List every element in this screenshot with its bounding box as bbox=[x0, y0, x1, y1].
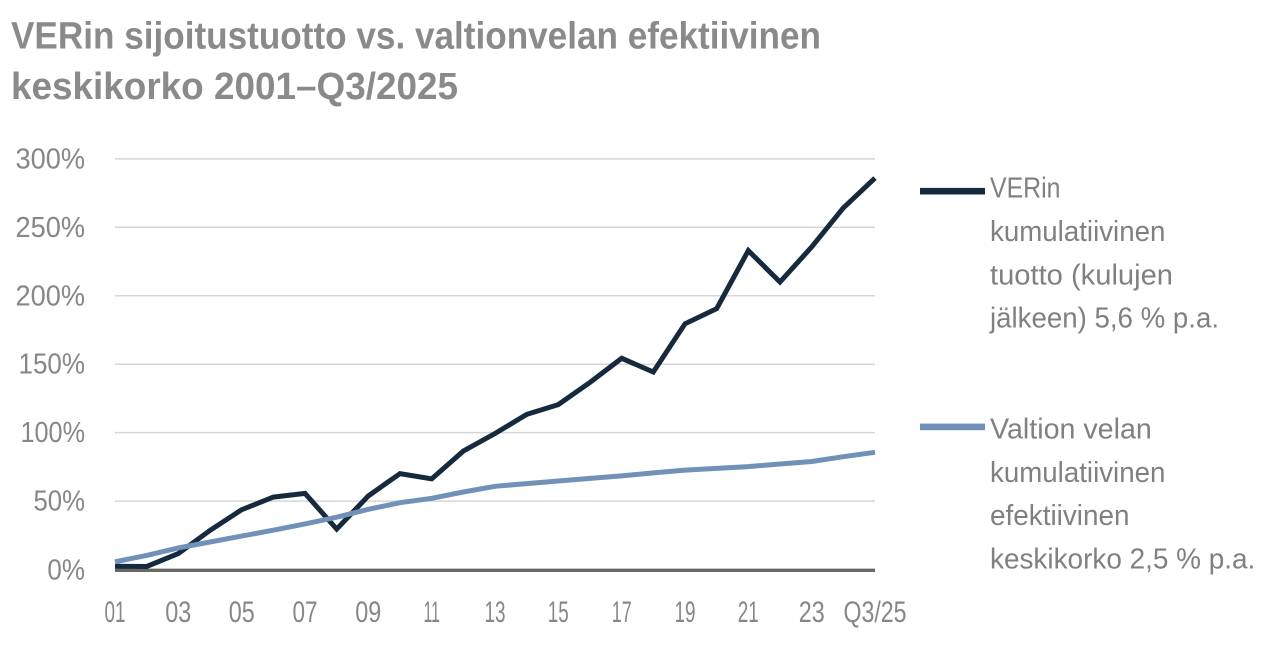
svg-text:Q3/25: Q3/25 bbox=[844, 596, 907, 629]
svg-text:150%: 150% bbox=[19, 349, 86, 381]
svg-text:50%: 50% bbox=[34, 486, 86, 518]
svg-text:kumulatiivinen: kumulatiivinen bbox=[990, 457, 1165, 489]
svg-text:300%: 300% bbox=[16, 143, 86, 175]
svg-text:23: 23 bbox=[799, 596, 825, 629]
svg-text:05: 05 bbox=[229, 596, 255, 629]
svg-text:250%: 250% bbox=[16, 212, 86, 244]
svg-text:Valtion velan: Valtion velan bbox=[990, 414, 1152, 446]
svg-text:17: 17 bbox=[612, 596, 632, 629]
svg-text:21: 21 bbox=[738, 596, 759, 629]
svg-text:VERin: VERin bbox=[990, 173, 1061, 205]
svg-text:09: 09 bbox=[355, 596, 381, 629]
svg-text:01: 01 bbox=[105, 596, 126, 629]
svg-text:jälkeen) 5,6 % p.a.: jälkeen) 5,6 % p.a. bbox=[989, 303, 1219, 335]
svg-text:15: 15 bbox=[548, 596, 569, 629]
svg-text:tuotto (kulujen: tuotto (kulujen bbox=[990, 259, 1173, 291]
svg-text:07: 07 bbox=[293, 596, 318, 629]
svg-text:19: 19 bbox=[675, 596, 696, 629]
svg-text:13: 13 bbox=[485, 596, 506, 629]
svg-text:200%: 200% bbox=[16, 280, 86, 312]
svg-text:VERin sijoitustuotto vs. valti: VERin sijoitustuotto vs. valtionvelan ef… bbox=[11, 16, 821, 58]
svg-text:100%: 100% bbox=[21, 417, 86, 449]
svg-text:keskikorko 2001–Q3/2025: keskikorko 2001–Q3/2025 bbox=[11, 66, 458, 108]
svg-text:03: 03 bbox=[165, 596, 191, 629]
svg-text:efektiivinen: efektiivinen bbox=[990, 500, 1130, 532]
svg-text:0%: 0% bbox=[47, 554, 85, 586]
svg-text:11: 11 bbox=[423, 596, 440, 629]
svg-text:keskikorko 2,5 % p.a.: keskikorko 2,5 % p.a. bbox=[990, 543, 1255, 575]
svg-text:kumulatiivinen: kumulatiivinen bbox=[990, 216, 1165, 248]
